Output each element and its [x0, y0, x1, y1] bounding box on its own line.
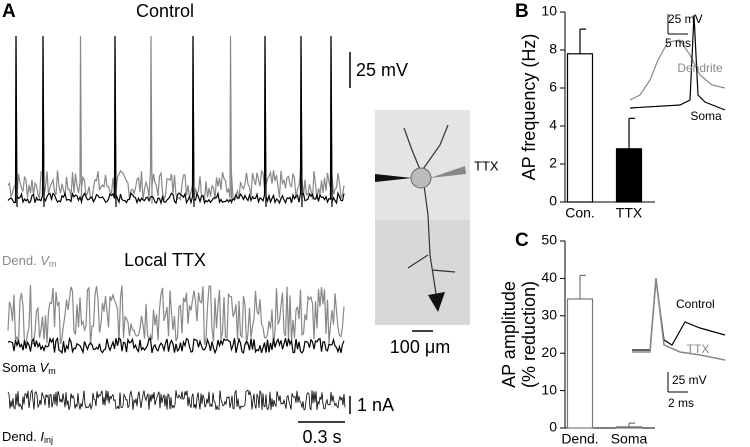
- trace: [7, 389, 346, 411]
- annotation: Dendrite: [677, 61, 723, 75]
- trace: [7, 35, 345, 208]
- x-tick-label: Con.: [565, 205, 595, 221]
- y-tick-label: 4: [549, 117, 557, 133]
- y-tick-label: 30: [541, 307, 557, 323]
- y-tick-label: 2: [549, 155, 557, 171]
- scale-bar: [667, 372, 688, 393]
- panel-label: C: [515, 230, 529, 251]
- trace: [7, 285, 345, 346]
- annotation: 25 mV: [672, 373, 707, 387]
- micrograph: [375, 110, 470, 220]
- x-tick-label: Soma: [611, 431, 648, 447]
- soma: [428, 292, 445, 312]
- error-bar: [628, 117, 635, 149]
- text: Soma: [2, 360, 37, 375]
- bar: [566, 298, 594, 429]
- scale-label: 100 μm: [390, 337, 450, 357]
- text: V: [40, 253, 50, 268]
- puff-area: [410, 167, 432, 189]
- y-tick-label: 40: [541, 269, 557, 285]
- condition-title: Local TTX: [124, 250, 206, 270]
- scale-bar: [667, 14, 688, 35]
- y-axis-label: AP frequency (Hz): [519, 34, 539, 181]
- text: m: [48, 366, 56, 376]
- text: Dend.: [2, 429, 37, 444]
- x-tick-label: Dend.: [561, 431, 598, 447]
- annotation: 5 ms: [665, 36, 691, 50]
- y-tick-label: 10: [541, 381, 557, 397]
- trace-label: Dend. Vm: [2, 253, 57, 269]
- bar: [615, 148, 643, 203]
- y-tick-label: 50: [541, 232, 557, 248]
- pipette: [375, 174, 412, 182]
- condition-title: Control: [136, 1, 194, 21]
- pipette: [430, 166, 466, 178]
- text: I: [40, 429, 44, 444]
- y-tick-label: 6: [549, 79, 557, 95]
- inset-trace: [632, 279, 726, 351]
- trace-label: Dend. Iinj: [2, 429, 53, 445]
- bar: [566, 53, 594, 203]
- annotation: Soma: [690, 109, 722, 123]
- error-bar: [579, 274, 586, 299]
- panel-a: A Control Local TTX Dend. Vm Soma Vm Den…: [2, 1, 499, 447]
- y-tick-label: 10: [541, 3, 557, 19]
- trace-label: Soma Vm: [2, 360, 56, 376]
- scale-label: 0.3 s: [302, 427, 341, 447]
- y-tick-label: 8: [549, 41, 557, 57]
- bar: [615, 426, 643, 429]
- annotation: 25 mV: [668, 12, 703, 26]
- panel-label: A: [2, 1, 16, 22]
- text: inj: [44, 435, 53, 445]
- trace: [7, 336, 345, 355]
- annotation: Control: [676, 297, 715, 311]
- scale-label: 1 nA: [357, 395, 394, 415]
- y-tick-label: 0: [549, 419, 557, 435]
- error-bar: [579, 28, 586, 54]
- y-axis-label: AP amplitude: [499, 281, 519, 388]
- y-tick-label: 0: [549, 193, 557, 209]
- annotation: TTX: [687, 342, 710, 356]
- y-axis-label: (% reduction): [519, 281, 539, 388]
- inset-trace: [632, 277, 726, 361]
- text: m: [49, 259, 57, 269]
- annotation: 2 ms: [668, 396, 694, 410]
- inset-trace: [629, 14, 726, 111]
- annotation: TTX: [474, 158, 499, 173]
- y-tick-label: 20: [541, 344, 557, 360]
- x-tick-label: TTX: [616, 205, 643, 221]
- inset-trace: [629, 39, 726, 101]
- neuron: [403, 124, 456, 301]
- error-bar: [628, 422, 635, 427]
- trace: [7, 35, 345, 205]
- scale-label: 25 mV: [356, 60, 408, 80]
- text: Dend.: [2, 253, 37, 268]
- panel-label: B: [515, 1, 529, 22]
- text: V: [40, 360, 50, 375]
